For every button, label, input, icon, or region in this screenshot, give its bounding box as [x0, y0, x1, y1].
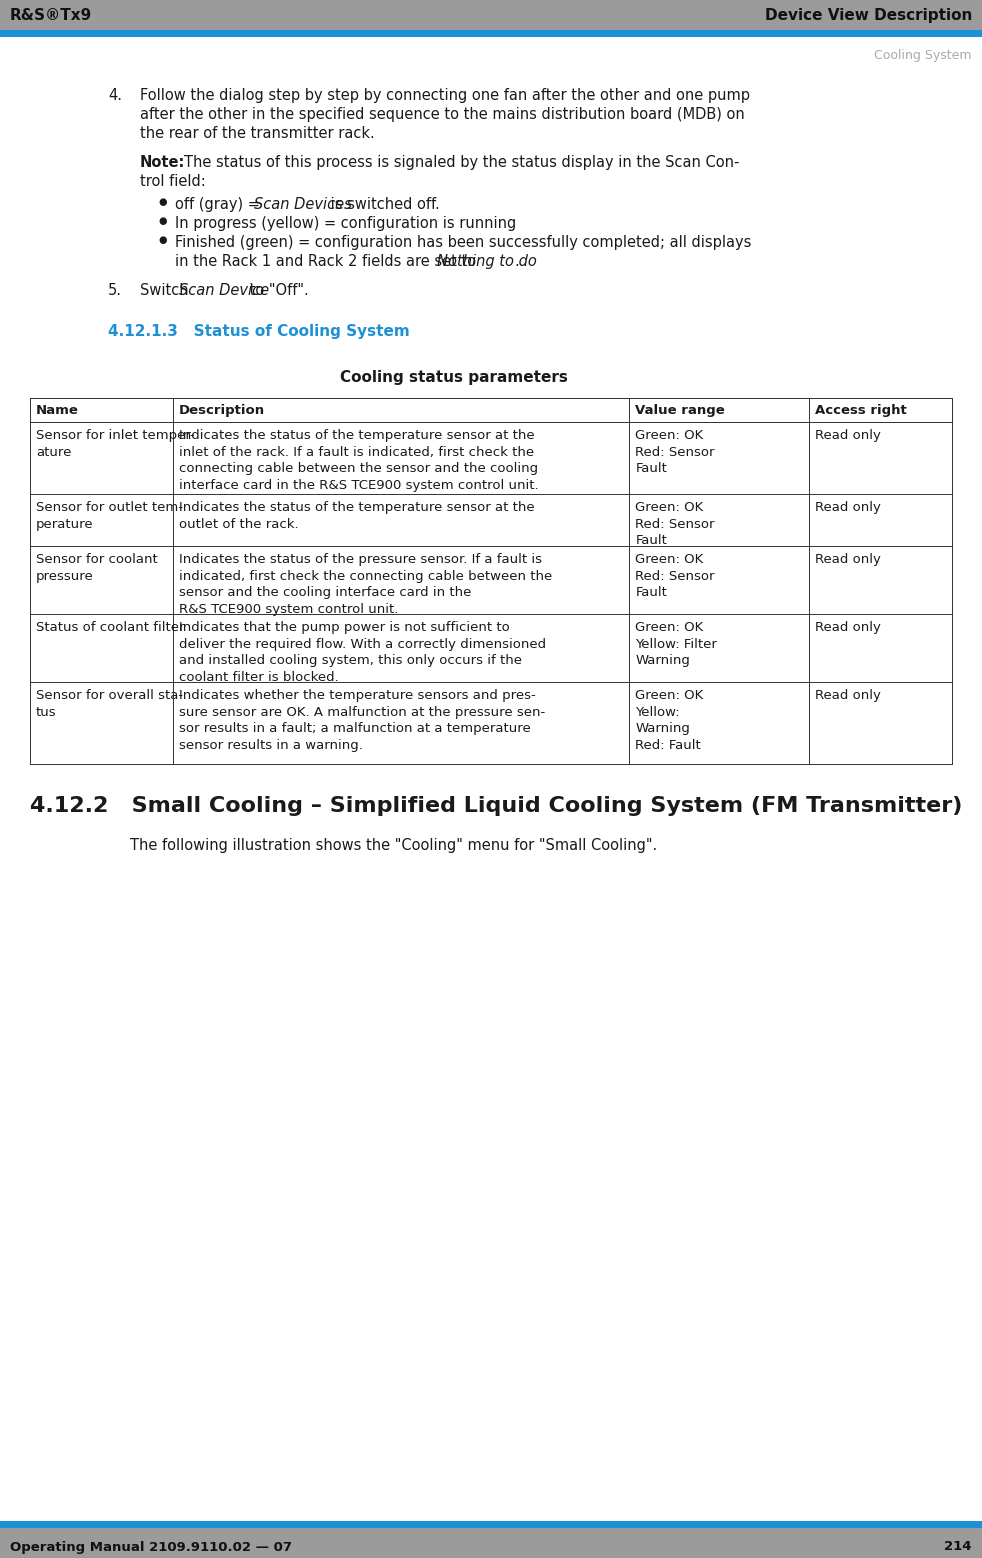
Bar — [0, 30, 982, 37]
Text: indicated, first check the connecting cable between the: indicated, first check the connecting ca… — [179, 570, 552, 583]
Text: Red: Sensor: Red: Sensor — [635, 570, 715, 583]
Text: Green: OK: Green: OK — [635, 553, 703, 566]
Text: sure sensor are OK. A malfunction at the pressure sen-: sure sensor are OK. A malfunction at the… — [179, 706, 545, 718]
Text: trol field:: trol field: — [140, 174, 206, 189]
Text: Sensor for outlet tem-: Sensor for outlet tem- — [36, 502, 183, 514]
Text: Note:: Note: — [140, 154, 186, 170]
Text: Green: OK: Green: OK — [635, 428, 703, 442]
Bar — [0, 1528, 982, 1558]
Text: outlet of the rack.: outlet of the rack. — [179, 517, 299, 531]
Text: Indicates the status of the temperature sensor at the: Indicates the status of the temperature … — [179, 428, 534, 442]
Text: .: . — [514, 254, 518, 270]
Text: Read only: Read only — [815, 428, 881, 442]
Text: 214: 214 — [945, 1541, 972, 1553]
Text: Green: OK: Green: OK — [635, 622, 703, 634]
Text: Red: Fault: Red: Fault — [635, 738, 701, 751]
Text: Nothing to do: Nothing to do — [437, 254, 537, 270]
Text: inlet of the rack. If a fault is indicated, first check the: inlet of the rack. If a fault is indicat… — [179, 446, 534, 458]
Text: connecting cable between the sensor and the cooling: connecting cable between the sensor and … — [179, 463, 538, 475]
Text: the rear of the transmitter rack.: the rear of the transmitter rack. — [140, 126, 375, 142]
Text: Indicates the status of the pressure sensor. If a fault is: Indicates the status of the pressure sen… — [179, 553, 542, 566]
Text: ●: ● — [158, 235, 167, 245]
Text: ●: ● — [158, 217, 167, 226]
Text: 4.12.1.3   Status of Cooling System: 4.12.1.3 Status of Cooling System — [108, 324, 409, 340]
Text: Yellow:: Yellow: — [635, 706, 680, 718]
Text: R&S®Tx9: R&S®Tx9 — [10, 8, 92, 22]
Text: tus: tus — [36, 706, 57, 718]
Text: Sensor for overall sta-: Sensor for overall sta- — [36, 689, 183, 703]
Text: Finished (green) = configuration has been successfully completed; all displays: Finished (green) = configuration has bee… — [175, 235, 751, 249]
Text: Indicates the status of the temperature sensor at the: Indicates the status of the temperature … — [179, 502, 534, 514]
Text: to "Off".: to "Off". — [245, 284, 308, 298]
Bar — [30, 614, 952, 682]
Text: The status of this process is signaled by the status display in the Scan Con-: The status of this process is signaled b… — [184, 154, 739, 170]
Text: perature: perature — [36, 517, 93, 531]
Text: Access right: Access right — [815, 404, 906, 416]
Text: after the other in the specified sequence to the mains distribution board (MDB) : after the other in the specified sequenc… — [140, 108, 744, 122]
Bar — [30, 545, 952, 614]
Text: Name: Name — [36, 404, 79, 416]
Text: Read only: Read only — [815, 553, 881, 566]
Text: Green: OK: Green: OK — [635, 689, 703, 703]
Text: The following illustration shows the "Cooling" menu for "Small Cooling".: The following illustration shows the "Co… — [130, 838, 657, 852]
Text: Warning: Warning — [635, 654, 690, 667]
Text: Indicates whether the temperature sensors and pres-: Indicates whether the temperature sensor… — [179, 689, 535, 703]
Text: Fault: Fault — [635, 586, 667, 598]
Text: Sensor for coolant: Sensor for coolant — [36, 553, 158, 566]
Text: Cooling System: Cooling System — [875, 48, 972, 61]
Text: Fault: Fault — [635, 463, 667, 475]
Text: coolant filter is blocked.: coolant filter is blocked. — [179, 670, 339, 684]
Text: Read only: Read only — [815, 689, 881, 703]
Text: and installed cooling system, this only occurs if the: and installed cooling system, this only … — [179, 654, 521, 667]
Bar — [30, 682, 952, 763]
Text: off (gray) =: off (gray) = — [175, 196, 264, 212]
Text: is switched off.: is switched off. — [326, 196, 440, 212]
Text: Sensor for inlet temper-: Sensor for inlet temper- — [36, 428, 194, 442]
Text: sensor results in a warning.: sensor results in a warning. — [179, 738, 362, 751]
Text: Operating Manual 2109.9110.02 — 07: Operating Manual 2109.9110.02 — 07 — [10, 1541, 292, 1553]
Text: ●: ● — [158, 196, 167, 207]
Text: Fault: Fault — [635, 534, 667, 547]
Text: Description: Description — [179, 404, 265, 416]
Text: In progress (yellow) = configuration is running: In progress (yellow) = configuration is … — [175, 217, 517, 231]
Text: Warning: Warning — [635, 721, 690, 735]
Bar — [0, 0, 982, 30]
Bar — [30, 422, 952, 494]
Text: Scan Device: Scan Device — [179, 284, 269, 298]
Text: in the Rack 1 and Rack 2 fields are set to: in the Rack 1 and Rack 2 fields are set … — [175, 254, 481, 270]
Text: Status of coolant filter: Status of coolant filter — [36, 622, 185, 634]
Text: pressure: pressure — [36, 570, 93, 583]
Text: Indicates that the pump power is not sufficient to: Indicates that the pump power is not suf… — [179, 622, 510, 634]
Text: Scan Devices: Scan Devices — [254, 196, 353, 212]
Text: sensor and the cooling interface card in the: sensor and the cooling interface card in… — [179, 586, 471, 598]
Text: sor results in a fault; a malfunction at a temperature: sor results in a fault; a malfunction at… — [179, 721, 530, 735]
Text: 4.12.2   Small Cooling – Simplified Liquid Cooling System (FM Transmitter): 4.12.2 Small Cooling – Simplified Liquid… — [30, 796, 962, 816]
Text: deliver the required flow. With a correctly dimensioned: deliver the required flow. With a correc… — [179, 637, 546, 651]
Bar — [30, 397, 952, 422]
Text: 4.: 4. — [108, 87, 122, 103]
Text: Green: OK: Green: OK — [635, 502, 703, 514]
Text: Red: Sensor: Red: Sensor — [635, 446, 715, 458]
Text: Yellow: Filter: Yellow: Filter — [635, 637, 717, 651]
Text: Read only: Read only — [815, 502, 881, 514]
Text: interface card in the R&S TCE900 system control unit.: interface card in the R&S TCE900 system … — [179, 478, 538, 491]
Text: ature: ature — [36, 446, 72, 458]
Text: 5.: 5. — [108, 284, 122, 298]
Text: Read only: Read only — [815, 622, 881, 634]
Text: Switch: Switch — [140, 284, 193, 298]
Text: R&S TCE900 system control unit.: R&S TCE900 system control unit. — [179, 603, 399, 615]
Text: Device View Description: Device View Description — [765, 8, 972, 22]
Bar — [30, 494, 952, 545]
Text: Follow the dialog step by step by connecting one fan after the other and one pum: Follow the dialog step by step by connec… — [140, 87, 750, 103]
Text: Value range: Value range — [635, 404, 725, 416]
Text: Cooling status parameters: Cooling status parameters — [340, 369, 568, 385]
Text: Red: Sensor: Red: Sensor — [635, 517, 715, 531]
Bar — [0, 1521, 982, 1528]
